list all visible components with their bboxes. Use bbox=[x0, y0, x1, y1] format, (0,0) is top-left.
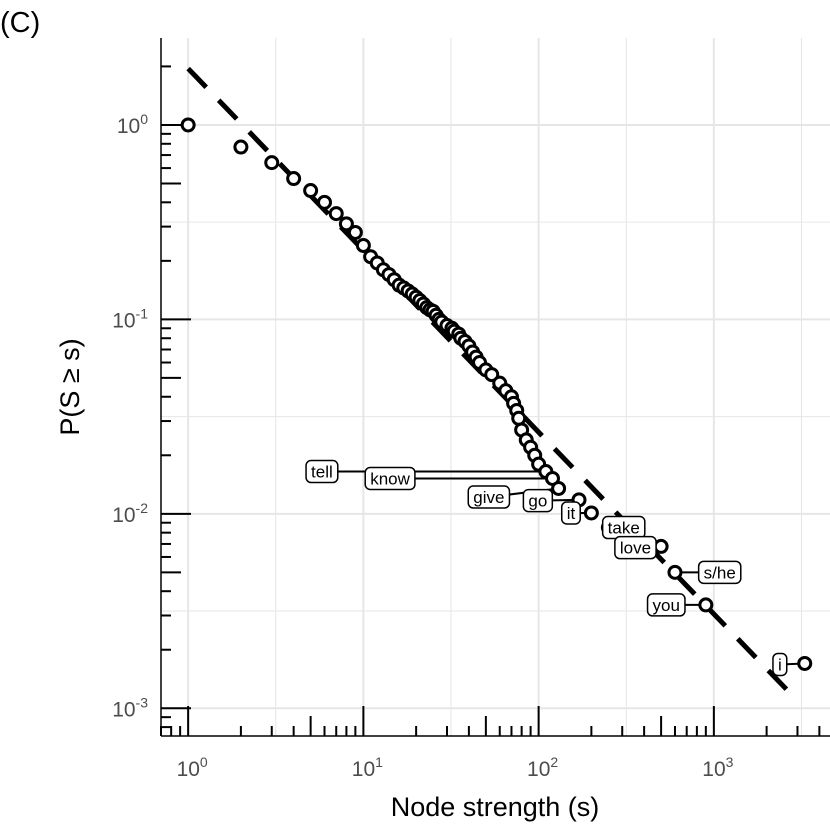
annotation-box bbox=[467, 485, 511, 509]
data-point bbox=[264, 155, 280, 171]
annotation-label: tell bbox=[305, 459, 339, 484]
data-point bbox=[328, 206, 344, 222]
panel-label: (C) bbox=[0, 7, 40, 39]
annotation-text: tell bbox=[311, 463, 333, 482]
data-point bbox=[317, 194, 333, 210]
x-tick-label: 103 bbox=[702, 754, 733, 781]
annotation-label: it bbox=[560, 501, 581, 525]
data-point bbox=[180, 117, 196, 133]
annotation-box bbox=[522, 488, 554, 513]
axes: 100 10-1 10-2 10-3 100 101 102 103 bbox=[112, 38, 830, 781]
fit-line bbox=[186, 66, 789, 692]
annotation-box bbox=[646, 593, 686, 617]
annotation-label: love bbox=[614, 535, 657, 560]
annotation-label: go bbox=[522, 488, 554, 513]
annotation-box bbox=[772, 652, 788, 677]
data-point bbox=[511, 410, 527, 426]
annotation-label: give bbox=[467, 485, 511, 509]
annotation-text: it bbox=[567, 504, 576, 523]
x-tick-label: 102 bbox=[527, 754, 558, 781]
data-point bbox=[797, 655, 813, 671]
annotation-text: know bbox=[370, 469, 410, 488]
annotation-text: go bbox=[528, 492, 547, 511]
annotation-box bbox=[560, 501, 581, 525]
data-point bbox=[653, 538, 669, 554]
x-tick-label: 100 bbox=[177, 754, 208, 781]
annotation-text: take bbox=[608, 519, 640, 538]
data-point bbox=[338, 216, 354, 232]
annotation-label: i bbox=[772, 652, 788, 677]
annotation-box bbox=[364, 466, 416, 491]
fit-line-group bbox=[186, 66, 789, 692]
data-point bbox=[583, 505, 599, 521]
y-tick-label: 10-2 bbox=[112, 500, 148, 527]
data-point bbox=[355, 237, 371, 253]
x-tick-label: 101 bbox=[352, 754, 383, 781]
data-point bbox=[667, 564, 683, 580]
data-point bbox=[347, 224, 363, 240]
annotation-label: you bbox=[646, 593, 686, 617]
y-tick-label: 10-3 bbox=[112, 694, 148, 721]
annotation-text: s/he bbox=[704, 563, 736, 582]
annotation-text: you bbox=[653, 596, 680, 615]
annotation-text: i bbox=[778, 655, 782, 674]
y-tick-label: 100 bbox=[117, 111, 148, 138]
grid bbox=[161, 38, 830, 736]
annotation-label: know bbox=[364, 466, 416, 491]
data-points bbox=[180, 117, 813, 671]
y-tick-label: 10-1 bbox=[112, 305, 148, 332]
data-point bbox=[698, 597, 714, 613]
data-point bbox=[551, 480, 567, 496]
data-point bbox=[303, 183, 319, 199]
annotation-text: love bbox=[620, 539, 651, 558]
annotation-label: s/he bbox=[697, 560, 742, 585]
data-point bbox=[233, 139, 249, 155]
annotation-box bbox=[697, 560, 742, 585]
x-axis-title: Node strength (s) bbox=[391, 792, 600, 822]
data-point bbox=[286, 171, 302, 187]
annotation-box bbox=[305, 459, 339, 484]
annotation-label: take bbox=[601, 515, 646, 540]
annotation-box bbox=[614, 535, 657, 560]
annotation-text: give bbox=[473, 488, 504, 507]
y-axis-title: P(S ≥ s) bbox=[55, 338, 85, 435]
